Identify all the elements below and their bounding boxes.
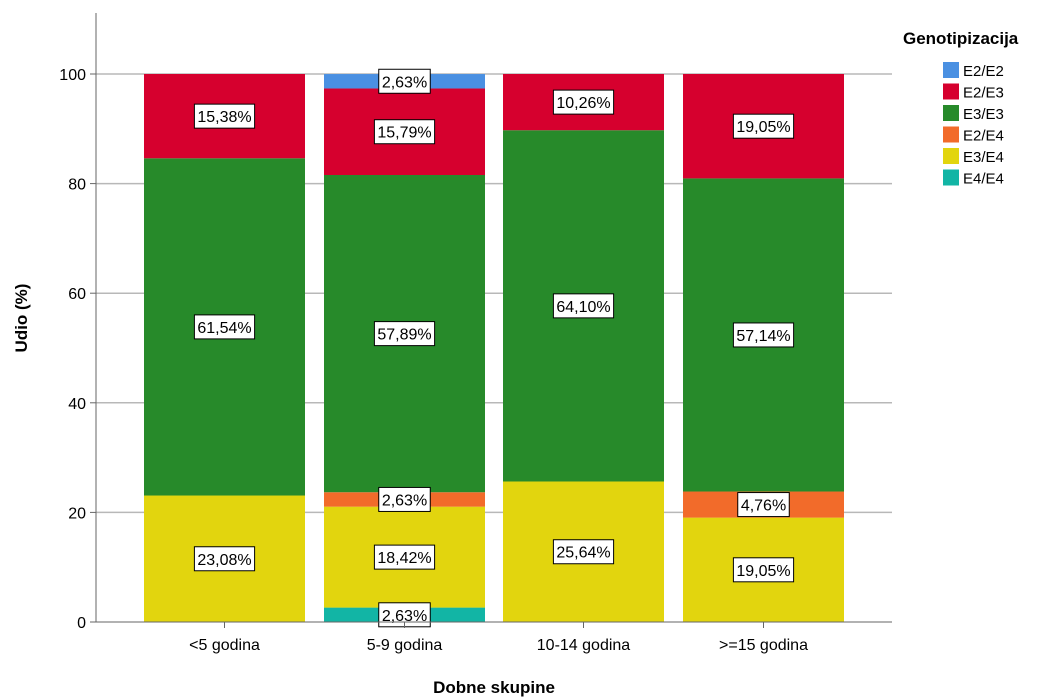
y-tick-label: 100 — [59, 67, 86, 84]
data-label-box — [373, 544, 436, 570]
data-label-box — [193, 314, 256, 340]
data-label: 2,63% — [382, 492, 427, 509]
data-labels: 23,08% 61,54% 15,38% 2,63% 18,42% 2,63% 57,89%… — [193, 68, 795, 628]
legend-swatch — [943, 62, 959, 78]
x-tick-label: 5-9 godina — [367, 637, 443, 654]
y-tick-label: 0 — [77, 615, 86, 632]
x-axis-title: Dobne skupine — [433, 678, 555, 697]
legend-title: Genotipizacija — [903, 29, 1019, 48]
data-label: 64,10% — [556, 299, 610, 316]
data-label: 4,76% — [741, 498, 786, 515]
data-label-box — [193, 546, 256, 572]
data-label: 57,14% — [736, 328, 790, 345]
legend-swatch — [943, 83, 959, 100]
data-label-box — [552, 89, 615, 115]
data-label-box — [732, 322, 795, 348]
legend-label: E4/E4 — [963, 171, 1004, 188]
data-label-box — [732, 557, 795, 583]
data-label: 57,89% — [377, 327, 431, 344]
data-label-box — [732, 113, 795, 139]
legend-swatch — [943, 148, 959, 164]
legend-swatch — [943, 105, 959, 121]
data-label-box — [193, 103, 256, 129]
data-label: 18,42% — [377, 550, 431, 567]
data-label: 19,05% — [736, 119, 790, 136]
data-label: 61,54% — [197, 320, 251, 337]
data-label-box — [373, 321, 436, 347]
legend: Genotipizacija E2/E2 E2/E3 E3/E3 E2/E4 E3/E4… — [903, 29, 1019, 188]
legend-swatch — [943, 126, 959, 143]
data-label-box — [378, 68, 431, 94]
x-tick-label: >=15 godina — [719, 637, 808, 654]
y-axis-title: Udio (%) — [12, 284, 31, 353]
y-tick-label: 80 — [68, 177, 86, 194]
axes: 0 20 40 60 80 100 <5 godina 5-9 godina 10-14 god… — [59, 13, 892, 654]
data-label: 23,08% — [197, 552, 251, 569]
data-label-box — [552, 539, 615, 565]
legend-label: E2/E3 — [963, 85, 1004, 102]
legend-swatch — [943, 169, 959, 186]
legend-label: E3/E3 — [963, 106, 1004, 123]
data-label-box — [552, 293, 615, 319]
y-tick-label: 40 — [68, 396, 86, 413]
legend-label: E3/E4 — [963, 149, 1004, 166]
data-label: 25,64% — [556, 545, 610, 562]
x-tick-label: 10-14 godina — [537, 637, 631, 654]
x-tick-label: <5 godina — [189, 637, 260, 654]
data-label: 15,38% — [197, 109, 251, 126]
data-label-box — [373, 119, 436, 145]
legend-label: E2/E4 — [963, 128, 1004, 145]
data-label-box — [378, 486, 431, 512]
data-label: 15,79% — [377, 125, 431, 142]
y-tick-label: 60 — [68, 286, 86, 303]
data-label: 2,63% — [382, 608, 427, 625]
data-label: 19,05% — [736, 563, 790, 580]
data-label: 10,26% — [556, 95, 610, 112]
data-label-box — [737, 492, 790, 518]
bars — [144, 74, 844, 622]
data-label: 2,63% — [382, 74, 427, 91]
legend-label: E2/E2 — [963, 63, 1004, 80]
y-tick-label: 20 — [68, 505, 86, 522]
